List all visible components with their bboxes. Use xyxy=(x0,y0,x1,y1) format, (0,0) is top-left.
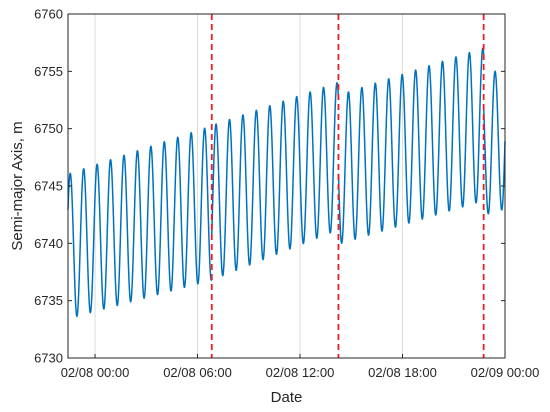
x-tick-label-4: 02/09 00:00 xyxy=(471,365,540,380)
series-line-0-segment-1 xyxy=(211,82,340,277)
y-tick-label-4: 6750 xyxy=(34,121,63,136)
y-tick-label-5: 6755 xyxy=(34,64,63,79)
y-axis-label: Semi-major Axis, m xyxy=(9,121,26,250)
series-line-0-segment-3 xyxy=(482,70,506,215)
x-tick-label-1: 02/08 06:00 xyxy=(163,365,232,380)
y-axis-ticks: 6730 6735 6740 6745 6750 6755 6760 xyxy=(34,7,505,366)
y-tick-label-0: 6730 xyxy=(34,351,63,366)
series-line-0-segment-0 xyxy=(67,127,213,317)
y-tick-label-1: 6735 xyxy=(34,293,63,308)
series-line-0-segment-2 xyxy=(337,47,485,244)
x-tick-label-0: 02/08 00:00 xyxy=(61,365,130,380)
x-axis-ticks: 02/08 00:00 02/08 06:00 02/08 12:00 02/08 1… xyxy=(61,354,540,380)
x-tick-label-3: 02/08 18:00 xyxy=(368,365,437,380)
x-axis-label: Date xyxy=(271,389,303,406)
series-layer xyxy=(67,47,506,317)
x-tick-label-2: 02/08 12:00 xyxy=(266,365,335,380)
y-tick-label-6: 6760 xyxy=(34,7,63,22)
y-tick-label-3: 6745 xyxy=(34,179,63,194)
y-tick-label-2: 6740 xyxy=(34,236,63,251)
event-lines xyxy=(210,14,485,358)
